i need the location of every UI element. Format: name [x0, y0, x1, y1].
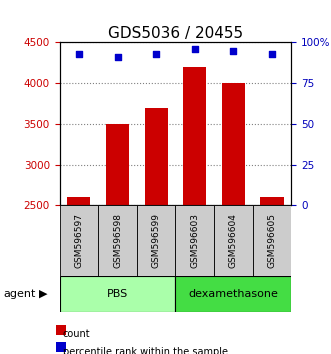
Bar: [67, 197, 90, 205]
Title: GDS5036 / 20455: GDS5036 / 20455: [108, 26, 243, 41]
Text: agent: agent: [3, 289, 36, 299]
Text: GSM596605: GSM596605: [267, 213, 276, 268]
Text: dexamethasone: dexamethasone: [188, 289, 278, 299]
Point: [231, 48, 236, 53]
Text: PBS: PBS: [107, 289, 128, 299]
Bar: [175, 276, 291, 312]
Bar: [214, 205, 253, 276]
Text: percentile rank within the sample: percentile rank within the sample: [63, 347, 228, 354]
Text: GSM596603: GSM596603: [190, 213, 199, 268]
Point: [76, 51, 81, 57]
Point: [115, 54, 120, 60]
Point: [269, 51, 275, 57]
Bar: [60, 205, 98, 276]
Bar: [260, 197, 284, 205]
Text: GSM596598: GSM596598: [113, 213, 122, 268]
Text: count: count: [63, 329, 90, 339]
Point: [192, 46, 197, 52]
Bar: [145, 108, 168, 205]
Bar: [106, 124, 129, 205]
Bar: [60, 276, 175, 312]
Bar: [222, 83, 245, 205]
Text: ▶: ▶: [39, 289, 47, 299]
Bar: [137, 205, 175, 276]
Bar: [175, 205, 214, 276]
Text: GSM596597: GSM596597: [74, 213, 83, 268]
Bar: [183, 67, 206, 205]
Text: GSM596604: GSM596604: [229, 213, 238, 268]
Bar: [253, 205, 291, 276]
Bar: [98, 205, 137, 276]
Point: [154, 51, 159, 57]
Text: GSM596599: GSM596599: [152, 213, 161, 268]
